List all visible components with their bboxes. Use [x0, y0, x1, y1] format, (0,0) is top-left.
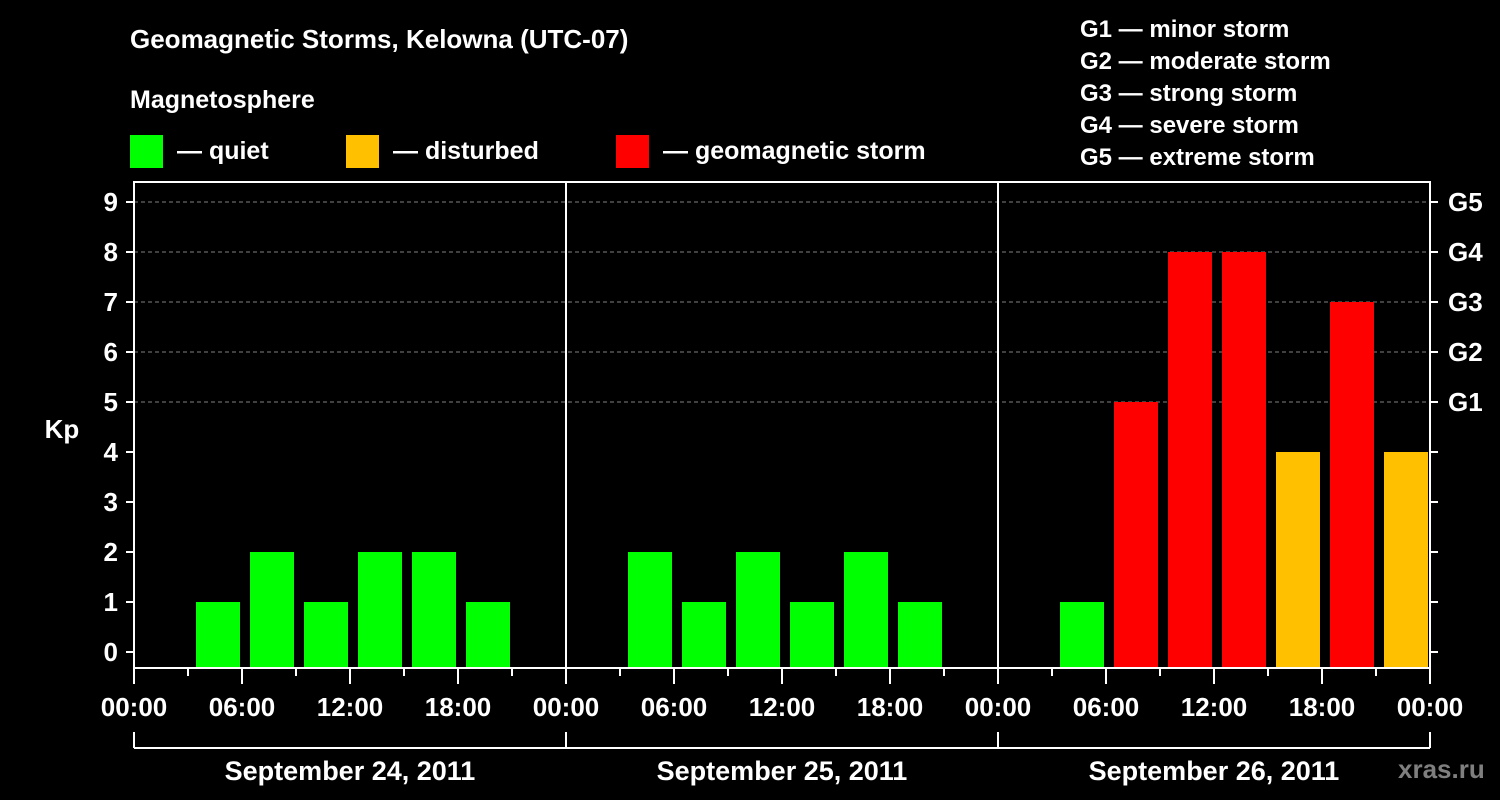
grid-lines [134, 201, 1430, 403]
kp-bar [898, 602, 942, 668]
legend-disturbed-label: — disturbed [393, 136, 539, 165]
kp-bar [1276, 452, 1320, 668]
chart-title: Geomagnetic Storms, Kelowna (UTC-07) [130, 24, 629, 54]
g-scale-label: G3 [1448, 287, 1483, 317]
kp-bar [304, 602, 348, 668]
quiet-swatch-icon [130, 134, 163, 168]
watermark: xras.ru [1398, 754, 1485, 784]
date-label: September 26, 2011 [1089, 756, 1340, 786]
legend-storm-label: — geomagnetic storm [663, 136, 926, 165]
date-label: September 24, 2011 [225, 756, 476, 786]
legend-quiet-label: — quiet [177, 136, 269, 165]
y-tick-label: 7 [104, 287, 118, 317]
y-axis-label: Kp [45, 414, 80, 444]
y-tick-label: 6 [104, 337, 118, 367]
disturbed-swatch-icon [346, 134, 379, 168]
kp-bar [1330, 302, 1374, 668]
storm-scale-g4: G4 — severe storm [1080, 112, 1299, 139]
storm-scale-g2: G2 — moderate storm [1080, 48, 1331, 75]
y-tick-label: 3 [104, 487, 118, 517]
storm-swatch-icon [616, 134, 649, 168]
x-tick-label: 18:00 [425, 692, 492, 722]
g-scale-label: G4 [1448, 237, 1483, 267]
x-tick-label: 06:00 [209, 692, 276, 722]
kp-bar [466, 602, 510, 668]
kp-bar [844, 552, 888, 668]
g-scale-label: G5 [1448, 187, 1483, 217]
g-scale-label: G2 [1448, 337, 1483, 367]
y-tick-label: 8 [104, 237, 118, 267]
x-tick-label: 06:00 [641, 692, 708, 722]
axes: 0 1 2 3 4 5 6 7 8 9 G1 G2 G3 G4 G5 00:00 06:00 12:00 18:00… [101, 181, 1483, 786]
y-tick-label: 0 [104, 637, 118, 667]
storm-scale-g5: G5 — extreme storm [1080, 144, 1315, 171]
y-tick-label: 1 [104, 587, 118, 617]
x-tick-label: 00:00 [101, 692, 168, 722]
kp-bar [736, 552, 780, 668]
x-tick-label: 00:00 [533, 692, 600, 722]
x-tick-label: 18:00 [857, 692, 924, 722]
storm-scale-g1: G1 — minor storm [1080, 16, 1290, 43]
legend-title: Magnetosphere [130, 86, 315, 114]
x-tick-label: 12:00 [1181, 692, 1248, 722]
legend-quiet: — quiet [130, 134, 269, 168]
x-tick-label: 12:00 [317, 692, 384, 722]
kp-bar [1384, 452, 1428, 668]
y-tick-label: 5 [104, 387, 118, 417]
kp-bar [682, 602, 726, 668]
x-tick-label: 06:00 [1073, 692, 1140, 722]
storm-scale-g3: G3 — strong storm [1080, 80, 1298, 107]
x-tick-label: 00:00 [965, 692, 1032, 722]
kp-bar [790, 602, 834, 668]
kp-bar [628, 552, 672, 668]
kp-bar [1222, 252, 1266, 668]
kp-bar [1168, 252, 1212, 668]
kp-bar [412, 552, 456, 668]
x-tick-label: 00:00 [1397, 692, 1464, 722]
x-tick-label: 18:00 [1289, 692, 1356, 722]
y-tick-label: 4 [104, 437, 119, 467]
kp-bar [1060, 602, 1104, 668]
kp-bar [250, 552, 294, 668]
storm-scale-legend: G1 — minor storm G2 — moderate storm G3 … [1080, 14, 1331, 174]
g-scale-label: G1 [1448, 387, 1483, 417]
y-tick-label: 9 [104, 187, 118, 217]
kp-bar [358, 552, 402, 668]
kp-bars [196, 252, 1428, 668]
legend-disturbed: — disturbed [346, 134, 539, 168]
kp-bar [1114, 402, 1158, 668]
x-tick-label: 12:00 [749, 692, 816, 722]
y-tick-label: 2 [104, 537, 118, 567]
kp-bar [196, 602, 240, 668]
legend-storm: — geomagnetic storm [616, 134, 926, 168]
date-label: September 25, 2011 [657, 756, 908, 786]
